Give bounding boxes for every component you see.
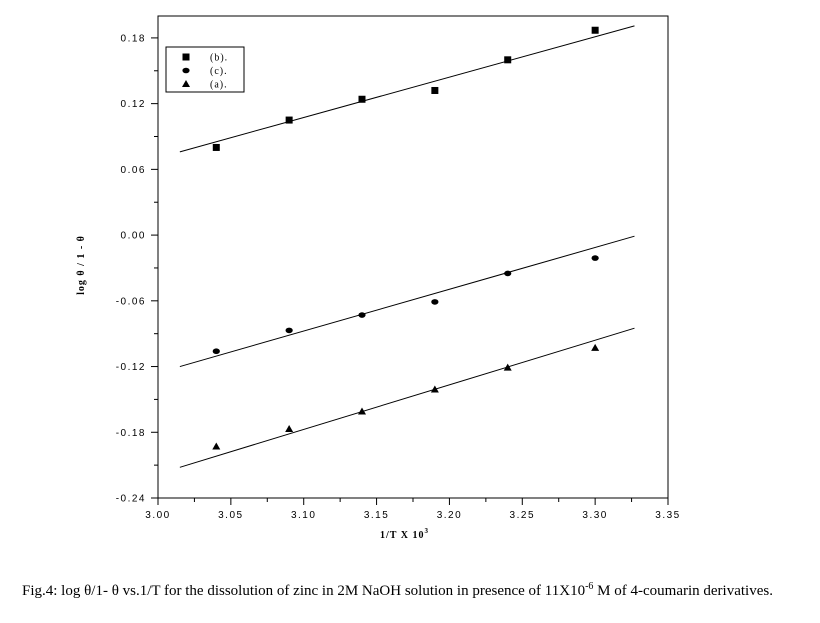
- figure-caption: Fig.4: log θ/1- θ vs.1/T for the dissolu…: [22, 578, 812, 600]
- caption-exponent: -6: [585, 581, 594, 592]
- chart: -0.24 -0.18 -0.12 -0.06 0.00 0.06 0.12 0.18 3.00…: [76, 15, 680, 541]
- data-point-square: [431, 86, 439, 94]
- y-tick-label: 0.12: [121, 99, 146, 110]
- data-point-circle: [285, 327, 293, 334]
- x-tick-label: 3.30: [582, 510, 607, 521]
- legend-label: (c).: [210, 66, 228, 77]
- data-point-square: [358, 95, 366, 103]
- data-point-triangle: [285, 424, 294, 432]
- x-axis-label: 1/T X 103: [380, 527, 429, 541]
- fit-lines: [179, 25, 635, 468]
- data-point-triangle: [212, 442, 221, 450]
- data-point-circle: [591, 255, 599, 261]
- legend: (b). (c). (a).: [165, 46, 245, 93]
- fit-line: [179, 327, 635, 468]
- legend-label: (b).: [210, 53, 228, 64]
- data-point-circle: [358, 312, 366, 318]
- data-point-triangle: [503, 363, 512, 371]
- data-point-circle: [431, 299, 439, 305]
- data-point-circle: [504, 270, 512, 277]
- y-tick-label: -0.06: [116, 296, 146, 307]
- legend-marker-square: [182, 53, 190, 61]
- data-point-square: [212, 143, 220, 151]
- y-tick-label: 0.18: [121, 33, 146, 44]
- y-axis-label: log θ / 1 - θ: [76, 235, 87, 295]
- x-tick-label: 3.35: [655, 510, 680, 521]
- y-tick-label: -0.18: [116, 428, 146, 439]
- legend-box: [165, 46, 245, 93]
- legend-marker-triangle: [182, 80, 190, 87]
- x-tick-label: 3.05: [218, 510, 243, 521]
- legend-marker-circle: [182, 67, 190, 74]
- data-point-triangle: [358, 407, 366, 415]
- data-point-triangle: [430, 385, 439, 393]
- x-tick-label: 3.15: [364, 510, 389, 521]
- y-tick-label: 0.06: [121, 165, 146, 176]
- y-tick-label: -0.12: [116, 362, 146, 373]
- y-tick-label: -0.24: [116, 494, 146, 505]
- data-point-square: [285, 116, 293, 124]
- caption-tail: M of 4-coumarin derivatives.: [593, 583, 773, 599]
- data-points: [212, 26, 600, 450]
- y-tick-label: 0.00: [121, 231, 146, 242]
- data-point-circle: [212, 348, 220, 355]
- data-point-square: [591, 26, 599, 34]
- x-tick-label: 3.00: [145, 510, 170, 521]
- x-tick-label: 3.25: [510, 510, 535, 521]
- fit-line: [179, 25, 635, 153]
- legend-label: (a).: [210, 80, 228, 91]
- fit-line: [179, 235, 635, 368]
- x-tick-label: 3.10: [291, 510, 316, 521]
- caption-lead: Fig.4: log θ/1- θ vs.1/T for the dissolu…: [22, 583, 586, 599]
- data-point-square: [504, 56, 512, 64]
- axes: -0.24 -0.18 -0.12 -0.06 0.00 0.06 0.12 0.18 3.00…: [116, 15, 680, 521]
- x-tick-label: 3.20: [437, 510, 462, 521]
- data-point-triangle: [591, 343, 600, 351]
